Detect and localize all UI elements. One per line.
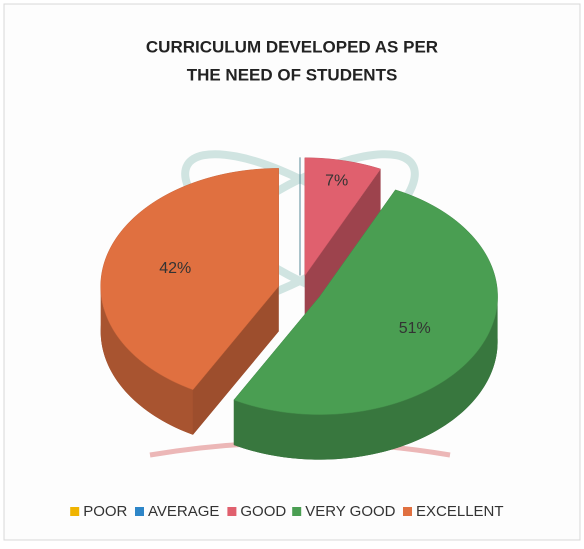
legend-label: AVERAGE [148, 503, 219, 520]
data-label: 7% [325, 173, 348, 190]
legend-label: POOR [83, 503, 127, 520]
slice [100, 168, 279, 391]
slice-wall [100, 286, 193, 435]
slice-edge-wall [304, 168, 381, 321]
legend-label: GOOD [240, 503, 286, 520]
legend-swatch [292, 507, 302, 516]
slice [233, 189, 498, 415]
legend-label: EXCELLENT [416, 503, 504, 520]
data-label: 51% [399, 320, 431, 337]
legend-swatch [403, 507, 412, 516]
slice-edge-wall [192, 286, 279, 435]
data-label: 42% [159, 260, 191, 277]
legend-swatch [227, 507, 237, 516]
legend-swatch [135, 507, 144, 516]
chart-title: CURRICULUM DEVELOPED AS PER [146, 37, 438, 56]
legend-label: VERY GOOD [305, 503, 395, 520]
chart-title: THE NEED OF STUDENTS [187, 65, 398, 84]
legend-swatch [70, 507, 80, 516]
slice [304, 157, 381, 277]
slice-wall [233, 296, 498, 460]
